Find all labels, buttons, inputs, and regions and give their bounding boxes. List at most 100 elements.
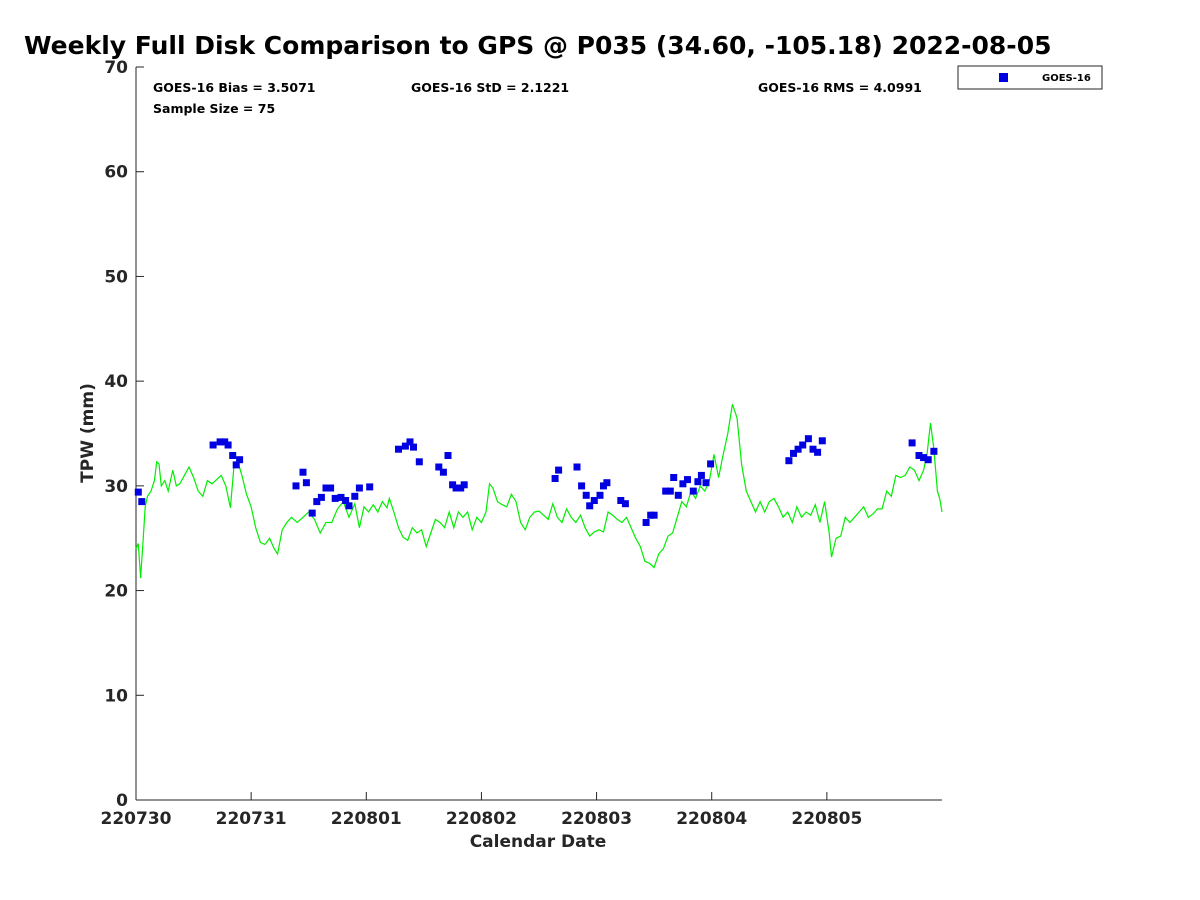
y-tick-label: 40 — [104, 372, 128, 392]
goes-16-point — [582, 491, 590, 499]
goes-16-point — [555, 466, 563, 474]
goes-16-point — [308, 509, 316, 517]
goes-16-point — [395, 445, 402, 453]
legend-box — [957, 65, 1103, 90]
goes-16-point — [406, 438, 414, 446]
plot-area — [135, 67, 942, 801]
goes-16-point — [915, 452, 923, 459]
bias-stat: GOES-16 Bias = 3.5071 — [153, 80, 315, 95]
legend: GOES-16 — [957, 65, 1103, 90]
goes-16-point — [435, 463, 443, 471]
x-tick-label: 220803 — [561, 809, 632, 829]
goes-16-point — [327, 484, 335, 492]
goes-16-point — [331, 494, 339, 502]
rms-stat: GOES-16 RMS = 4.0991 — [758, 80, 922, 95]
goes-16-point — [689, 487, 697, 495]
goes-16-point — [452, 484, 460, 492]
goes-16-point — [697, 471, 705, 479]
goes-16-point — [460, 481, 468, 489]
goes-16-point — [578, 482, 586, 490]
y-tick-label: 30 — [104, 477, 128, 497]
goes-16-point — [209, 441, 217, 449]
goes-16-point — [650, 511, 658, 519]
goes-16-point — [302, 479, 310, 487]
goes-16-point — [924, 456, 932, 464]
y-tick-label: 20 — [104, 582, 128, 602]
goes-16-point — [224, 441, 232, 449]
goes-16-point — [670, 474, 678, 481]
goes-16-point — [666, 487, 674, 495]
goes-16-point — [617, 497, 625, 504]
goes-16-point — [702, 479, 710, 487]
goes-16-point — [603, 479, 611, 487]
goes-16-point — [138, 498, 146, 506]
x-tick-label: 220730 — [101, 809, 172, 829]
x-ticks: 220730 220731 220801 220802 220803 220804 2208… — [101, 792, 862, 829]
goes-16-point — [232, 461, 240, 469]
x-axis-label: Calendar Date — [470, 832, 607, 852]
legend-label-goes-16: GOES-16 — [1042, 73, 1091, 84]
x-tick-label: 220804 — [676, 809, 747, 829]
goes-16-point — [313, 498, 321, 506]
goes-16-point — [930, 447, 938, 455]
goes-16-point — [366, 483, 374, 491]
goes-16-point — [439, 468, 447, 476]
goes-16-point — [674, 491, 682, 499]
goes-16-point — [785, 457, 793, 465]
goes-16-point — [292, 482, 300, 490]
goes-16-point — [814, 448, 822, 456]
goes-16-point — [345, 502, 353, 510]
goes-16-point — [694, 478, 702, 486]
goes-16-point — [134, 488, 142, 496]
goes-16-point — [596, 491, 604, 499]
sample-size-stat: Sample Size = 75 — [153, 101, 275, 116]
goes-16-point — [642, 519, 650, 526]
goes-16-point — [216, 438, 224, 446]
x-tick-label: 220731 — [216, 809, 287, 829]
goes-16-point — [322, 484, 330, 492]
goes-16-point — [809, 445, 817, 453]
x-tick-label: 220802 — [446, 809, 517, 829]
y-tick-label: 70 — [104, 58, 128, 78]
goes-16-point — [337, 493, 345, 501]
goes-16-point — [351, 492, 359, 500]
goes-16-point — [317, 493, 325, 501]
x-tick-label: 220801 — [331, 809, 402, 829]
y-tick-label: 10 — [104, 686, 128, 706]
goes-16-point — [355, 484, 363, 492]
goes-16-point — [444, 452, 452, 459]
goes-16-point — [908, 439, 916, 447]
y-axis-label: TPW (mm) — [78, 383, 98, 483]
goes-16-point — [920, 454, 928, 462]
goes-16-series — [134, 435, 938, 526]
goes-16-point — [679, 480, 687, 488]
y-tick-label: 60 — [104, 163, 128, 183]
goes-16-point — [707, 460, 715, 468]
goes-16-point — [229, 452, 237, 459]
goes-16-point — [586, 502, 594, 510]
goes-16-point — [342, 497, 350, 504]
goes-16-point — [684, 476, 691, 484]
goes-16-point — [299, 468, 307, 476]
goes-16-point — [415, 458, 423, 466]
legend-marker-goes-16 — [999, 73, 1008, 82]
goes-16-point — [804, 435, 812, 443]
goes-16-point — [662, 487, 670, 495]
goes-16-point — [551, 475, 559, 482]
goes-16-point — [794, 445, 802, 453]
gps-series — [135, 404, 943, 579]
goes-16-point — [590, 497, 598, 504]
goes-16-point — [790, 449, 797, 457]
chart-title: Weekly Full Disk Comparison to GPS @ P03… — [24, 31, 1051, 60]
goes-16-point — [236, 456, 244, 464]
goes-16-point — [573, 463, 581, 471]
x-tick-label: 220805 — [791, 809, 862, 829]
std-stat: GOES-16 StD = 2.1221 — [411, 80, 569, 95]
goes-16-point — [799, 441, 807, 449]
y-tick-label: 0 — [116, 791, 128, 811]
goes-16-point — [818, 437, 826, 445]
y-ticks: 0 10 20 30 40 50 60 70 — [104, 58, 144, 811]
y-tick-label: 50 — [104, 267, 128, 287]
goes-16-point — [410, 443, 417, 451]
goes-16-point — [621, 500, 629, 508]
